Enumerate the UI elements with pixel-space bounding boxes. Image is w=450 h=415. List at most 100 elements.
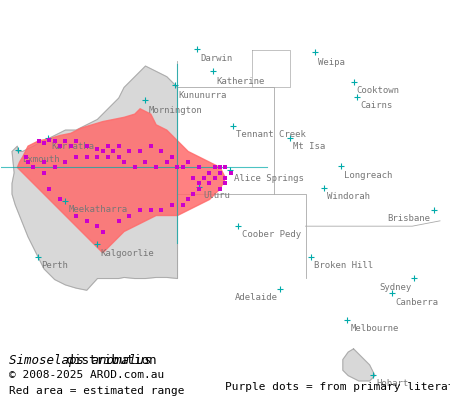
- Point: [72, 154, 80, 160]
- Point: [163, 159, 171, 166]
- Point: [195, 180, 203, 187]
- Point: [51, 164, 59, 171]
- Point: [83, 217, 90, 224]
- Polygon shape: [343, 349, 375, 381]
- Point: [216, 186, 224, 192]
- Point: [99, 228, 106, 235]
- Text: Exmouth: Exmouth: [22, 155, 59, 164]
- Point: [126, 212, 133, 219]
- Polygon shape: [252, 50, 289, 88]
- Text: Sydney: Sydney: [379, 283, 411, 292]
- Point: [184, 159, 192, 166]
- Point: [174, 164, 181, 171]
- Point: [24, 159, 32, 166]
- Text: Karratha: Karratha: [52, 142, 94, 151]
- Point: [46, 186, 53, 192]
- Point: [153, 164, 160, 171]
- Polygon shape: [18, 109, 225, 253]
- Point: [83, 154, 90, 160]
- Point: [46, 137, 53, 143]
- Point: [115, 143, 122, 149]
- Point: [83, 143, 90, 149]
- Point: [35, 137, 42, 144]
- Point: [142, 159, 149, 166]
- Point: [211, 175, 218, 181]
- Text: Canberra: Canberra: [395, 298, 438, 307]
- Text: Mt Isa: Mt Isa: [293, 142, 325, 151]
- Text: distribution: distribution: [58, 354, 156, 367]
- Point: [72, 137, 80, 144]
- Point: [222, 180, 229, 187]
- Point: [57, 196, 64, 203]
- Point: [195, 164, 203, 171]
- Point: [211, 164, 218, 171]
- Polygon shape: [12, 66, 177, 290]
- Text: Mornington: Mornington: [148, 105, 202, 115]
- Text: © 2008-2025 AROD.com.au: © 2008-2025 AROD.com.au: [9, 370, 164, 380]
- Point: [72, 212, 80, 219]
- Point: [40, 159, 48, 166]
- Point: [40, 139, 48, 146]
- Point: [190, 191, 197, 198]
- Text: Cairns: Cairns: [360, 101, 392, 110]
- Text: Hobart: Hobart: [376, 379, 408, 388]
- Point: [147, 207, 154, 213]
- Point: [216, 169, 224, 176]
- Point: [206, 180, 213, 187]
- Point: [94, 154, 101, 160]
- Text: Perth: Perth: [41, 261, 68, 271]
- Text: Longreach: Longreach: [344, 171, 392, 180]
- Text: Cooktown: Cooktown: [357, 86, 400, 95]
- Point: [104, 154, 112, 160]
- Text: Meekatharra: Meekatharra: [68, 205, 128, 214]
- Point: [222, 164, 229, 171]
- Point: [169, 202, 176, 208]
- Point: [136, 148, 144, 155]
- Point: [99, 148, 106, 155]
- Point: [22, 154, 30, 160]
- Text: Coober Pedy: Coober Pedy: [242, 230, 301, 239]
- Text: Red area = estimated range: Red area = estimated range: [9, 386, 184, 396]
- Point: [131, 164, 139, 171]
- Point: [222, 175, 229, 181]
- Text: Darwin: Darwin: [200, 54, 232, 63]
- Point: [104, 143, 112, 149]
- Point: [179, 202, 186, 208]
- Text: Simoselaps anomalus: Simoselaps anomalus: [9, 354, 152, 367]
- Point: [216, 164, 224, 171]
- Text: Weipa: Weipa: [318, 58, 345, 66]
- Point: [94, 146, 101, 153]
- Point: [126, 148, 133, 155]
- Point: [227, 169, 234, 176]
- Point: [51, 137, 59, 144]
- Point: [115, 154, 122, 160]
- Text: Tennant Creek: Tennant Creek: [236, 130, 306, 139]
- Point: [115, 217, 122, 224]
- Text: Kununurra: Kununurra: [179, 90, 227, 100]
- Point: [190, 175, 197, 181]
- Point: [94, 223, 101, 229]
- Text: Melbourne: Melbourne: [351, 325, 399, 333]
- Point: [206, 169, 213, 176]
- Text: Uluru: Uluru: [203, 191, 230, 200]
- Point: [195, 186, 203, 192]
- Point: [184, 196, 192, 203]
- Point: [30, 164, 37, 171]
- Point: [110, 148, 117, 155]
- Point: [169, 154, 176, 160]
- Point: [62, 159, 69, 166]
- Point: [147, 143, 154, 149]
- Text: Purple dots = from primary literature: Purple dots = from primary literature: [225, 382, 450, 392]
- Point: [40, 169, 48, 176]
- Point: [136, 207, 144, 213]
- Point: [158, 207, 165, 213]
- Point: [67, 143, 74, 149]
- Text: Katherine: Katherine: [216, 77, 264, 86]
- Point: [201, 175, 208, 181]
- Point: [62, 137, 69, 144]
- Point: [179, 164, 186, 171]
- Text: Brisbane: Brisbane: [387, 215, 430, 223]
- Point: [57, 143, 64, 149]
- Text: Alice Springs: Alice Springs: [234, 174, 304, 183]
- Text: Broken Hill: Broken Hill: [314, 261, 373, 271]
